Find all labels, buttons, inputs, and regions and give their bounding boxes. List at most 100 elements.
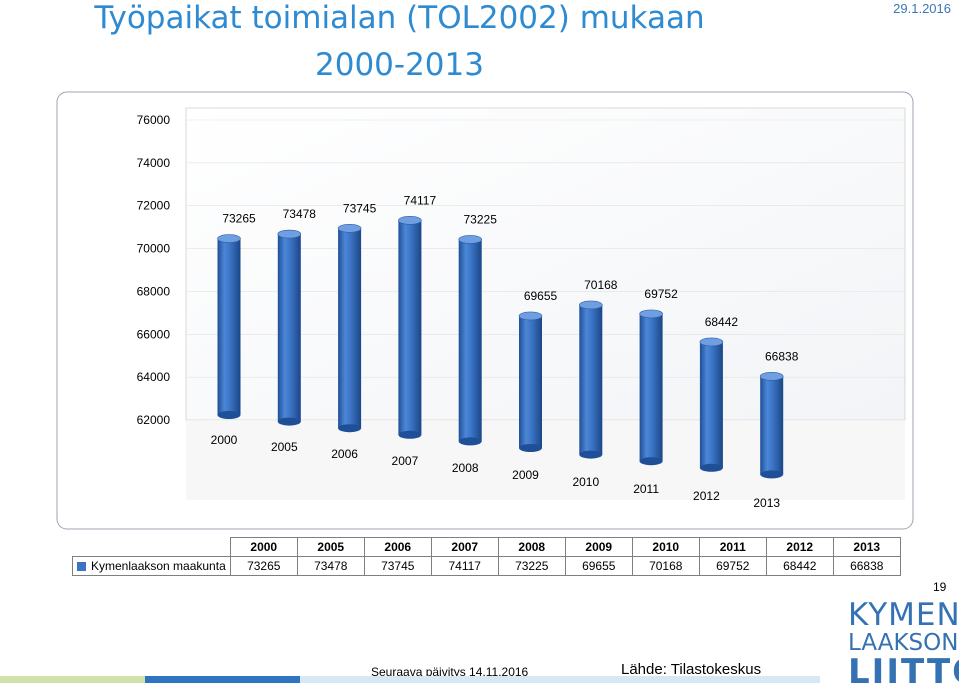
page-subtitle: 2000-2013	[315, 47, 484, 83]
data-label: 68442	[705, 315, 739, 329]
bar-base	[458, 437, 482, 446]
data-label: 73478	[283, 207, 317, 221]
source-note: Lähde: Tilastokeskus	[621, 661, 762, 678]
table-cell: 69655	[564, 556, 633, 576]
bar-top	[699, 337, 724, 347]
bar-top	[639, 309, 663, 319]
y-tick-label: 68000	[137, 284, 171, 298]
table-header-cell: 2010	[631, 537, 700, 557]
table-corner	[72, 537, 231, 557]
table-header-cell: 2011	[698, 537, 767, 557]
bar-base	[699, 463, 723, 472]
data-label: 73745	[343, 201, 377, 215]
table-cell: 73745	[363, 556, 432, 576]
bar	[578, 300, 603, 459]
footer-bar-lightblue	[300, 676, 820, 683]
x-tick-label: 2006	[331, 447, 358, 461]
data-label: 69655	[524, 289, 558, 303]
bar-body	[277, 234, 301, 422]
table-header-row: 2000 2005 2006 2007 2008 2009 2010 2011 2012 2013	[72, 537, 901, 557]
table-row: Kymenlaakson maakunta 73265 73478 73745 741…	[72, 556, 901, 576]
footer-bar-blue	[145, 676, 300, 683]
bar-body	[579, 304, 603, 455]
footer-bar-green	[0, 676, 145, 683]
logo-text-line1: KYMEN	[848, 597, 959, 633]
table-header-cell: 2005	[296, 537, 365, 557]
data-label: 66838	[765, 349, 799, 363]
bar-base	[519, 444, 542, 452]
bar-base	[639, 457, 663, 466]
data-label: 70168	[584, 278, 618, 292]
table-header-cell: 2000	[229, 537, 298, 557]
bar	[699, 337, 724, 472]
table-header-cell: 2012	[765, 537, 834, 557]
table-cell: 69752	[698, 556, 767, 576]
x-tick-label: 2009	[512, 468, 539, 482]
bar	[217, 234, 241, 419]
date-label: 29.1.2016	[893, 1, 951, 16]
x-tick-label: 2005	[271, 440, 298, 454]
legend-key-icon	[77, 562, 86, 572]
y-tick-label: 62000	[137, 413, 171, 427]
bar-base	[760, 470, 784, 479]
bar	[277, 229, 302, 426]
chart-floor	[186, 420, 905, 500]
bar-top	[759, 372, 784, 381]
bar-body	[639, 313, 663, 462]
bar-base	[217, 411, 241, 419]
data-label: 73265	[222, 212, 256, 226]
y-tick-label: 66000	[137, 327, 171, 341]
bar	[458, 235, 483, 446]
table-cell: 73265	[229, 556, 298, 576]
bar-body	[760, 376, 784, 475]
bar	[518, 311, 543, 452]
y-tick-label: 70000	[137, 242, 171, 256]
y-tick-label: 74000	[137, 156, 171, 170]
x-tick-label: 2000	[211, 433, 238, 447]
bar-top	[337, 224, 362, 233]
bar-base	[338, 424, 362, 433]
bar-body	[519, 315, 542, 448]
bar	[398, 216, 422, 439]
bar	[759, 372, 784, 479]
table-header-cell: 2009	[564, 537, 633, 557]
x-tick-label: 2010	[572, 475, 599, 489]
y-tick-label: 64000	[137, 370, 171, 384]
kymenlaakson-liitto-logo: KYMEN LAAKSON LIITTO	[848, 597, 959, 692]
x-tick-label: 2008	[452, 461, 479, 475]
table-header-cell: 2008	[497, 537, 566, 557]
table-cell: 73225	[497, 556, 566, 576]
bar-body	[398, 220, 422, 435]
x-tick-label: 2011	[633, 482, 659, 496]
bar-chart: 62000 64000 66000 68000 70000 72000 74000 76000…	[56, 91, 914, 530]
data-label: 73225	[464, 212, 498, 226]
table-header-cell: 2013	[832, 537, 901, 557]
y-tick-label: 72000	[137, 199, 171, 213]
table-cell: 68442	[765, 556, 834, 576]
table-cell: 73478	[296, 556, 365, 576]
data-table: 2000 2005 2006 2007 2008 2009 2010 2011 2012 2013…	[72, 537, 901, 576]
page-title: Työpaikat toimialan (TOL2002) mukaan	[94, 0, 705, 36]
bar-body	[217, 238, 241, 415]
bar-top	[217, 234, 241, 243]
logo-text-line2: LAAKSON	[848, 630, 959, 656]
table-header-cell: 2007	[430, 537, 499, 557]
bar-body	[699, 341, 723, 468]
bar-top	[578, 300, 603, 310]
bar-top	[458, 235, 483, 244]
logo-text-line3: LIITTO	[848, 652, 959, 692]
bar-top	[518, 311, 543, 321]
table-cell: 70168	[631, 556, 700, 576]
bar-base	[579, 450, 603, 459]
table-header-cell: 2006	[363, 537, 432, 557]
next-update-note: Seuraava päivitys 14.11.2016	[371, 665, 529, 679]
table-cell: 66838	[832, 556, 901, 576]
bar-base	[277, 417, 301, 426]
y-tick-label: 76000	[137, 113, 171, 127]
page-number: 19	[933, 580, 947, 594]
data-label: 74117	[404, 193, 437, 207]
data-label: 69752	[644, 287, 678, 301]
table-cell: 74117	[430, 556, 499, 576]
bar	[639, 309, 663, 466]
bar	[337, 224, 362, 433]
